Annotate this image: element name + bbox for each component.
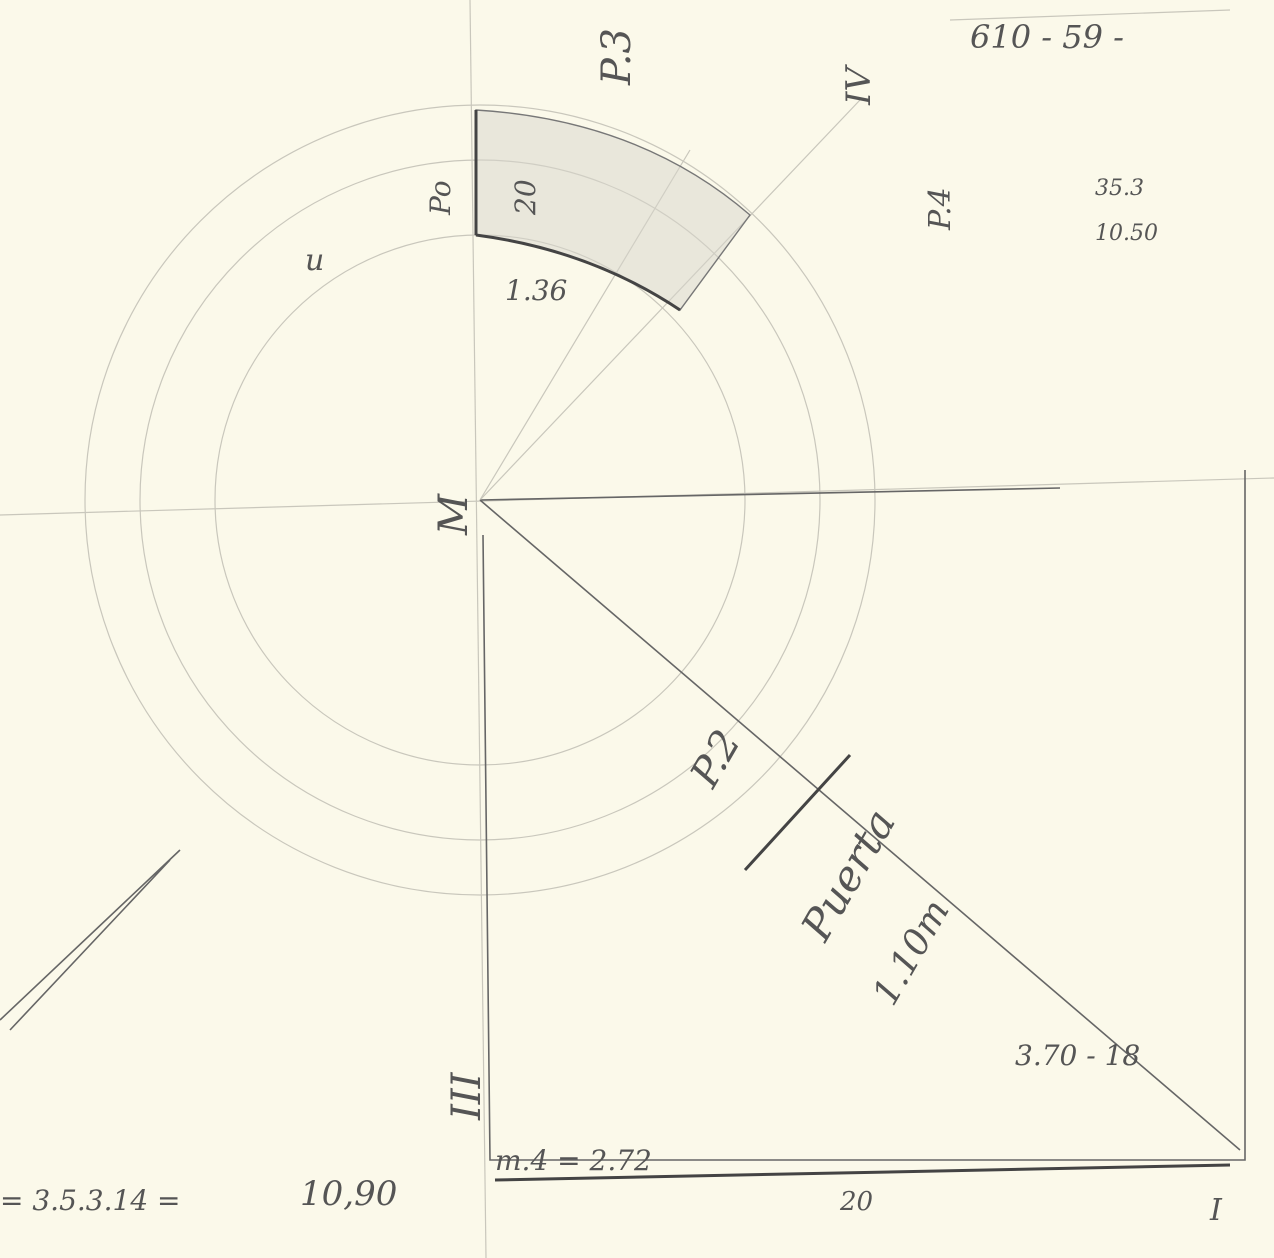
diagonal-measure: 3.70 - 18 <box>1015 1039 1140 1072</box>
top-note: 610 - 59 - <box>970 18 1124 56</box>
upper-a: 35.3 <box>1095 176 1144 201</box>
upper-b: 10.50 <box>1095 221 1158 246</box>
label-iii: III <box>444 1071 490 1121</box>
bottom-total: 10,90 <box>300 1174 397 1214</box>
bottom-len: 20 <box>839 1187 873 1217</box>
label-m: M <box>431 493 477 536</box>
label-i: I <box>1209 1193 1223 1228</box>
label-iv: IV <box>839 64 879 106</box>
label-p4: P.4 <box>923 187 958 231</box>
sketch: 610 - 59 - P.3 P.4 P.2 Po IV M III I u 3… <box>0 0 1274 1258</box>
label-u: u <box>305 243 324 278</box>
bottom-formula: = 3.5.3.14 = <box>0 1184 181 1217</box>
label-p0: Po <box>424 180 457 216</box>
label-p3: P.3 <box>594 28 640 86</box>
bottom-div: m.4 = 2.72 <box>495 1144 652 1177</box>
segment-width: 1.36 <box>505 274 567 307</box>
segment-depth: 20 <box>509 179 542 216</box>
